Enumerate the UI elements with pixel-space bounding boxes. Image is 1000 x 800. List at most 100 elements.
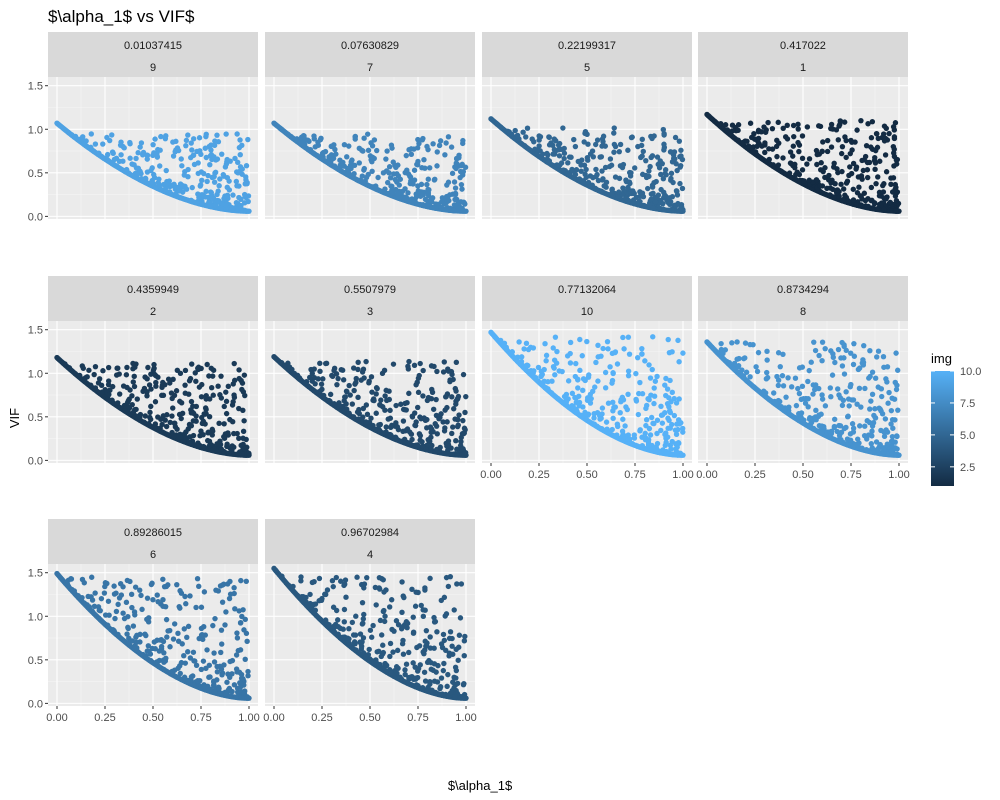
data-point — [442, 407, 448, 413]
data-point — [428, 196, 434, 203]
data-point — [340, 377, 347, 383]
data-point — [868, 135, 875, 141]
data-point — [132, 584, 139, 590]
data-point — [327, 391, 334, 398]
data-point — [871, 200, 878, 206]
facet-strip-label-bottom: 10 — [581, 306, 593, 318]
data-point — [550, 151, 556, 157]
data-point — [209, 426, 215, 433]
data-point — [775, 382, 782, 389]
data-point — [568, 154, 574, 160]
data-point — [330, 583, 336, 590]
data-point — [649, 366, 655, 373]
data-point — [167, 644, 173, 650]
data-point — [670, 451, 676, 457]
data-point — [877, 158, 883, 164]
data-point — [160, 576, 166, 582]
data-point — [676, 359, 682, 365]
data-point — [806, 416, 813, 422]
data-point — [639, 442, 646, 449]
data-point — [548, 140, 554, 146]
data-point — [835, 346, 842, 353]
data-point — [142, 413, 149, 419]
data-point — [213, 202, 219, 208]
data-point — [850, 160, 857, 167]
data-point — [758, 129, 765, 135]
data-point — [121, 615, 128, 622]
data-point — [182, 390, 188, 396]
data-point — [436, 142, 443, 149]
data-point — [612, 404, 619, 410]
data-point — [800, 396, 807, 402]
data-point — [629, 134, 635, 140]
data-point — [427, 165, 433, 171]
data-point — [886, 389, 892, 396]
data-point — [138, 592, 144, 599]
data-point — [290, 135, 296, 141]
data-point — [115, 400, 121, 406]
data-point — [650, 334, 656, 340]
data-point — [364, 574, 370, 581]
data-point — [127, 578, 133, 585]
data-point — [558, 160, 565, 166]
data-point — [556, 153, 563, 159]
data-point — [605, 400, 612, 406]
data-point — [796, 411, 802, 417]
data-point — [179, 182, 186, 189]
data-point — [356, 160, 362, 166]
data-point — [86, 367, 92, 373]
data-point — [651, 400, 657, 407]
data-point — [620, 397, 627, 403]
data-point — [850, 197, 857, 203]
data-point — [216, 183, 222, 189]
data-point — [207, 189, 214, 195]
data-point — [210, 622, 216, 629]
x-tick-label: 0.50 — [142, 712, 163, 724]
data-point — [850, 361, 857, 368]
data-point — [211, 659, 218, 665]
data-point — [363, 358, 369, 365]
data-point — [837, 395, 844, 401]
data-point — [221, 173, 227, 179]
data-point — [869, 391, 876, 397]
data-point — [647, 432, 654, 438]
data-point — [417, 414, 423, 420]
data-point — [434, 163, 440, 169]
data-point — [177, 370, 184, 376]
data-point — [814, 151, 820, 158]
data-point — [386, 164, 393, 170]
data-point — [622, 423, 628, 429]
data-point — [237, 647, 244, 653]
data-point — [326, 397, 332, 404]
data-point — [449, 430, 455, 437]
data-point — [635, 411, 642, 418]
data-point — [343, 388, 350, 394]
data-point — [178, 434, 184, 440]
data-point — [282, 362, 288, 369]
data-point — [722, 122, 729, 128]
data-point — [209, 447, 216, 454]
data-point — [415, 192, 421, 198]
data-point — [586, 372, 592, 378]
data-point — [597, 425, 604, 432]
data-point — [223, 398, 230, 405]
data-point — [91, 371, 97, 378]
data-point — [335, 375, 341, 382]
data-point — [640, 148, 646, 155]
data-point — [101, 590, 108, 596]
data-point — [812, 347, 819, 354]
facet-strip — [698, 32, 908, 77]
data-point — [227, 578, 233, 585]
data-point — [649, 153, 656, 159]
data-point — [398, 401, 404, 407]
data-point — [637, 198, 643, 205]
data-point — [777, 363, 783, 370]
data-point — [654, 417, 661, 423]
data-point — [454, 396, 461, 402]
data-point — [175, 630, 181, 637]
data-point — [455, 422, 461, 428]
data-point — [523, 340, 530, 347]
data-point — [863, 447, 870, 453]
data-point — [234, 630, 240, 636]
